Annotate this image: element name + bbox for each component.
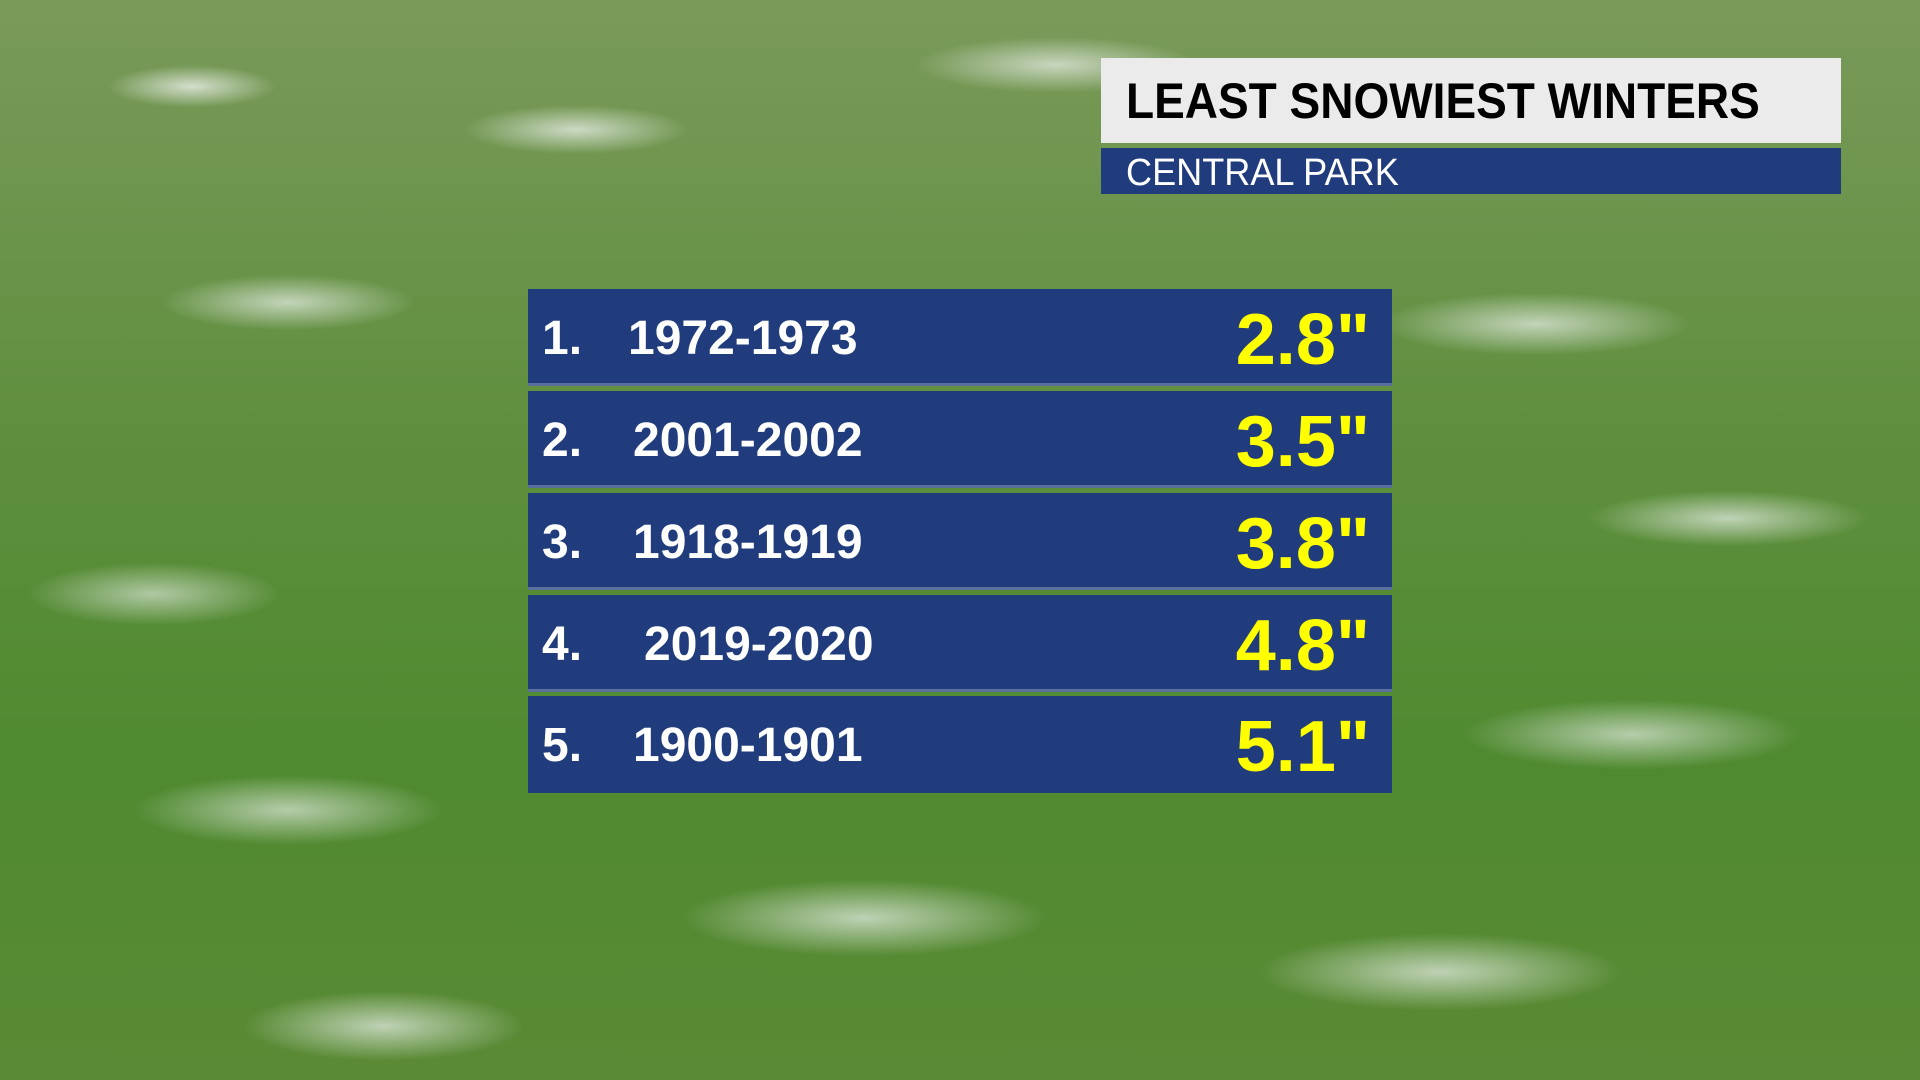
location-subtitle: CENTRAL PARK: [1126, 152, 1399, 194]
subtitle-banner: CENTRAL PARK: [1101, 148, 1841, 194]
snowfall-value: 3.8": [1235, 504, 1370, 584]
table-row: 2. 2001-2002 3.5": [528, 391, 1392, 488]
snowfall-value: 5.1": [1235, 707, 1370, 787]
season: 1972-1973: [628, 312, 858, 365]
snowfall-value: 4.8": [1235, 606, 1370, 686]
page-title: LEAST SNOWIEST WINTERS: [1126, 73, 1760, 129]
table-row: 4. 2019-2020 4.8": [528, 595, 1392, 692]
snowfall-value: 3.5": [1235, 402, 1370, 482]
rank: 5.: [542, 719, 583, 772]
rank: 3.: [542, 516, 583, 569]
table-row: 1. 1972-1973 2.8": [528, 289, 1392, 386]
season: 1918-1919: [633, 516, 863, 569]
table-row: 5. 1900-1901 5.1": [528, 696, 1392, 793]
table-row: 3. 1918-1919 3.8": [528, 493, 1392, 590]
rank: 4.: [542, 618, 583, 671]
snowfall-value: 2.8": [1235, 300, 1370, 380]
season: 2001-2002: [633, 414, 863, 467]
rank: 2.: [542, 414, 583, 467]
rank: 1.: [542, 312, 583, 365]
season: 1900-1901: [633, 719, 863, 772]
title-banner: LEAST SNOWIEST WINTERS: [1101, 58, 1841, 143]
season: 2019-2020: [644, 618, 874, 671]
